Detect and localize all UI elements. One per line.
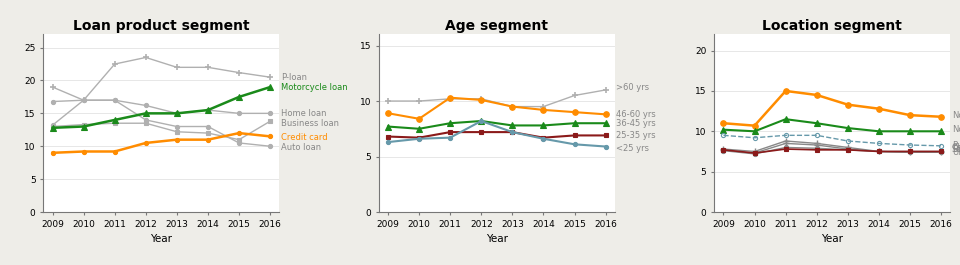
Title: Age segment: Age segment: [445, 19, 548, 33]
X-axis label: Year: Year: [486, 234, 508, 244]
Text: 25-35 yrs: 25-35 yrs: [616, 131, 656, 140]
Text: Motorcycle loan: Motorcycle loan: [281, 83, 348, 91]
Text: P-loan: P-loan: [281, 73, 307, 82]
Text: <25 yrs: <25 yrs: [616, 144, 650, 153]
Text: North: North: [952, 125, 960, 134]
Text: Business loan: Business loan: [281, 119, 339, 128]
Text: Home loan: Home loan: [281, 109, 326, 118]
X-axis label: Year: Year: [821, 234, 843, 244]
Text: Credit card: Credit card: [281, 133, 327, 142]
Text: 36-45 yrs: 36-45 yrs: [616, 119, 657, 128]
Title: Loan product segment: Loan product segment: [73, 19, 250, 33]
Text: Rural: Rural: [952, 141, 960, 150]
Text: Northeast: Northeast: [952, 111, 960, 120]
Text: Urban: Urban: [952, 148, 960, 157]
Text: Auto loan: Auto loan: [281, 143, 322, 152]
Text: South: South: [952, 145, 960, 154]
X-axis label: Year: Year: [151, 234, 173, 244]
Text: 46-60 yrs: 46-60 yrs: [616, 110, 657, 119]
Title: Location segment: Location segment: [762, 19, 902, 33]
Text: >60 yrs: >60 yrs: [616, 83, 650, 92]
Text: BKKs: BKKs: [952, 144, 960, 153]
Text: Central: Central: [952, 143, 960, 152]
